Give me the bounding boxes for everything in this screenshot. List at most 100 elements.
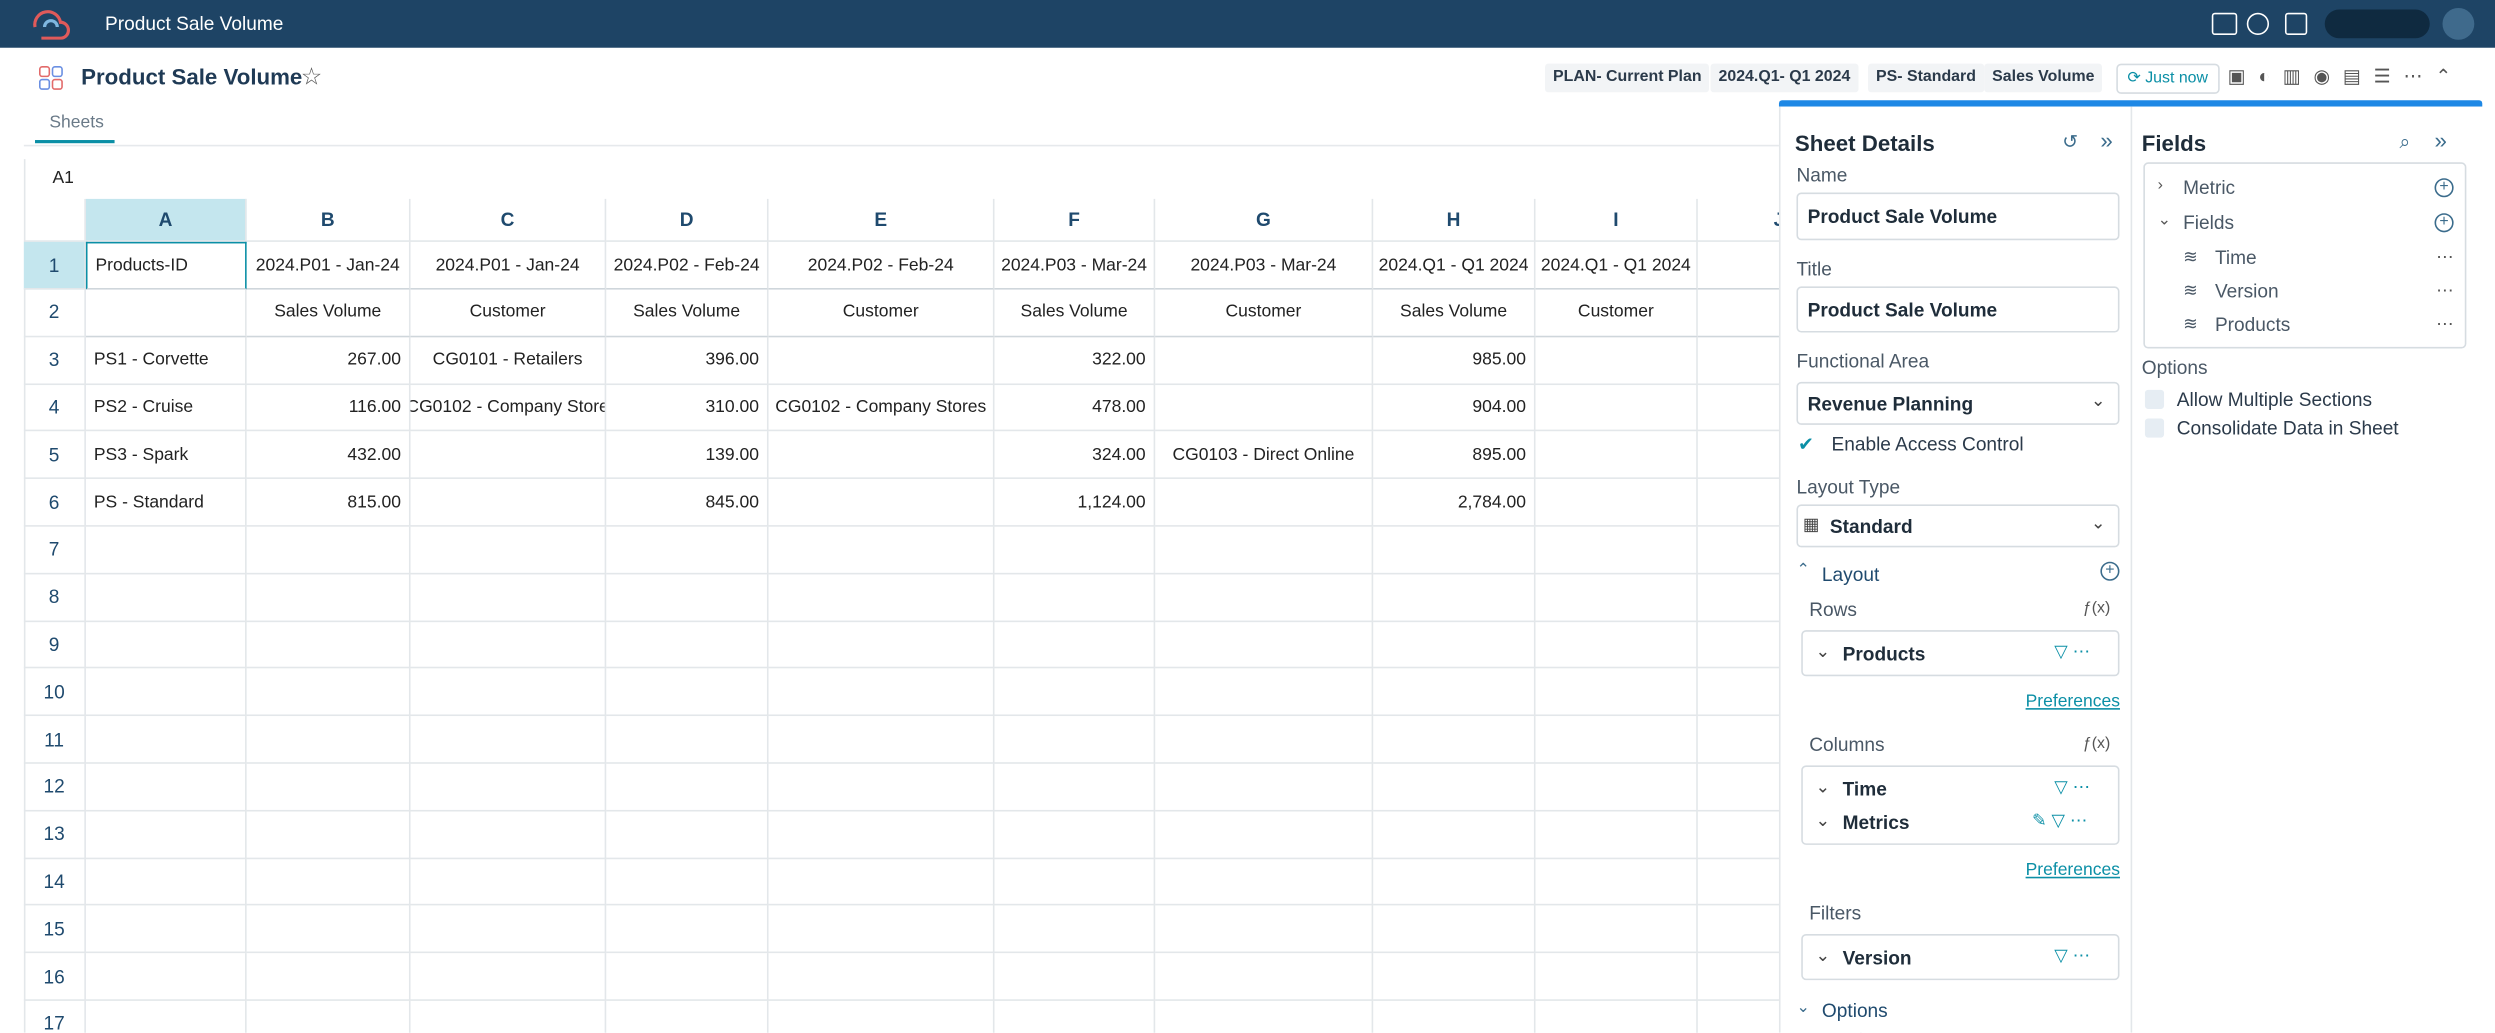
- cell[interactable]: CG0102 - Company Stores: [768, 384, 995, 432]
- empty-cell[interactable]: [606, 668, 769, 717]
- cell[interactable]: CG0103 - Direct Online: [1155, 431, 1374, 480]
- more-icon[interactable]: ⋯: [2436, 281, 2454, 301]
- empty-cell[interactable]: [1155, 526, 1374, 575]
- empty-cell[interactable]: [768, 763, 995, 812]
- cell[interactable]: 310.00: [606, 384, 769, 432]
- more-icon[interactable]: ⋯: [2436, 248, 2454, 268]
- cell[interactable]: Customer: [1155, 289, 1374, 338]
- cell[interactable]: 2024.P02 - Feb-24: [606, 241, 769, 290]
- empty-cell[interactable]: [410, 478, 607, 527]
- empty-cell[interactable]: [1373, 810, 1536, 859]
- inbox-icon[interactable]: [2211, 12, 2238, 36]
- item-actions[interactable]: ✎ ▽ ⋯: [2031, 811, 2088, 831]
- empty-cell[interactable]: [768, 526, 995, 575]
- checkbox-checked[interactable]: ✔: [1798, 432, 1815, 456]
- empty-cell[interactable]: [1535, 478, 1698, 527]
- row-header[interactable]: 13: [23, 810, 86, 859]
- column-header[interactable]: H: [1373, 198, 1536, 242]
- cell[interactable]: 904.00: [1373, 384, 1536, 432]
- row-header[interactable]: 1: [23, 241, 86, 290]
- section-chevron[interactable]: ⌄: [1796, 999, 1810, 1017]
- empty-cell[interactable]: [1373, 953, 1536, 1001]
- cell[interactable]: 478.00: [994, 384, 1156, 432]
- user-pill[interactable]: [2324, 9, 2430, 39]
- tree-leaf[interactable]: Time: [2214, 246, 2257, 269]
- cell[interactable]: 2024.P01 - Jan-24: [246, 241, 411, 290]
- context-chip[interactable]: PS- Standard: [1868, 63, 1984, 93]
- empty-cell[interactable]: [85, 716, 247, 764]
- empty-cell[interactable]: [410, 621, 607, 669]
- preferences-link[interactable]: Preferences: [2025, 692, 2120, 712]
- empty-cell[interactable]: [1535, 336, 1698, 385]
- cell[interactable]: PS3 - Spark: [85, 431, 247, 480]
- empty-cell[interactable]: [410, 716, 607, 764]
- row-header[interactable]: 16: [23, 953, 86, 1001]
- empty-cell[interactable]: [1373, 526, 1536, 575]
- empty-cell[interactable]: [410, 858, 607, 907]
- column-header[interactable]: D: [606, 198, 769, 242]
- empty-cell[interactable]: [1373, 1000, 1536, 1033]
- cell[interactable]: 985.00: [1373, 336, 1536, 385]
- cell[interactable]: 432.00: [246, 431, 411, 480]
- empty-cell[interactable]: [1155, 858, 1374, 907]
- cell[interactable]: Sales Volume: [994, 289, 1156, 338]
- cell[interactable]: Customer: [410, 289, 607, 338]
- cell[interactable]: 2,784.00: [1373, 478, 1536, 527]
- cell[interactable]: 1,124.00: [994, 478, 1156, 527]
- empty-cell[interactable]: [410, 526, 607, 575]
- empty-cell[interactable]: [994, 810, 1156, 859]
- empty-cell[interactable]: [768, 953, 995, 1001]
- row-header[interactable]: 3: [23, 336, 86, 385]
- empty-cell[interactable]: [994, 621, 1156, 669]
- empty-cell[interactable]: [1155, 478, 1374, 527]
- toolbar-icons[interactable]: ▣◐▥◉▤☰⋯⌃: [2227, 65, 2465, 88]
- empty-cell[interactable]: [246, 810, 411, 859]
- empty-cell[interactable]: [994, 858, 1156, 907]
- empty-cell[interactable]: [1373, 668, 1536, 717]
- empty-cell[interactable]: [247, 1000, 411, 1033]
- tab[interactable]: Sheets: [49, 112, 104, 133]
- row-header[interactable]: 5: [23, 431, 86, 480]
- empty-cell[interactable]: [606, 858, 769, 907]
- empty-cell[interactable]: [85, 526, 247, 575]
- collapse-icon[interactable]: »: [2100, 127, 2113, 153]
- add-icon[interactable]: +: [2434, 213, 2454, 233]
- cell[interactable]: 139.00: [606, 431, 769, 480]
- cell[interactable]: 2024.P03 - Mar-24: [1155, 241, 1374, 290]
- empty-cell[interactable]: [1373, 716, 1536, 764]
- cell[interactable]: PS - Standard: [85, 478, 247, 527]
- empty-cell[interactable]: [410, 431, 607, 480]
- empty-cell[interactable]: [1535, 431, 1698, 480]
- cell[interactable]: 2024.P03 - Mar-24: [994, 241, 1156, 290]
- context-chip[interactable]: Sales Volume: [1984, 63, 2103, 93]
- cell[interactable]: PS1 - Corvette: [85, 336, 247, 385]
- cell[interactable]: 2024.P02 - Feb-24: [768, 241, 995, 290]
- empty-cell[interactable]: [994, 573, 1156, 622]
- empty-cell[interactable]: [411, 1000, 607, 1033]
- empty-cell[interactable]: [994, 668, 1156, 717]
- context-chip[interactable]: 2024.Q1- Q1 2024: [1710, 63, 1859, 93]
- empty-cell[interactable]: [1535, 573, 1698, 622]
- item-actions[interactable]: ▽ ⋯: [2054, 642, 2091, 662]
- column-header[interactable]: F: [994, 198, 1156, 242]
- column-header[interactable]: I: [1535, 198, 1698, 242]
- empty-cell[interactable]: [1373, 573, 1536, 622]
- item-actions[interactable]: ▽ ⋯: [2054, 946, 2091, 966]
- empty-cell[interactable]: [768, 668, 995, 717]
- layout-item[interactable]: Version: [1842, 946, 1912, 970]
- empty-cell[interactable]: [1536, 1000, 1698, 1033]
- row-header[interactable]: 4: [23, 384, 86, 432]
- add-icon[interactable]: +: [2434, 178, 2454, 198]
- empty-cell[interactable]: [246, 668, 411, 717]
- checkbox[interactable]: [2144, 418, 2165, 438]
- empty-cell[interactable]: [1373, 621, 1536, 669]
- empty-cell[interactable]: [246, 526, 411, 575]
- cell[interactable]: 2024.Q1 - Q1 2024: [1373, 241, 1536, 290]
- empty-cell[interactable]: [1535, 716, 1698, 764]
- empty-cell[interactable]: [606, 621, 769, 669]
- cell[interactable]: 895.00: [1373, 431, 1536, 480]
- empty-cell[interactable]: [1535, 858, 1698, 907]
- empty-cell[interactable]: [410, 668, 607, 717]
- empty-cell[interactable]: [1535, 953, 1698, 1001]
- cell[interactable]: 116.00: [246, 384, 411, 432]
